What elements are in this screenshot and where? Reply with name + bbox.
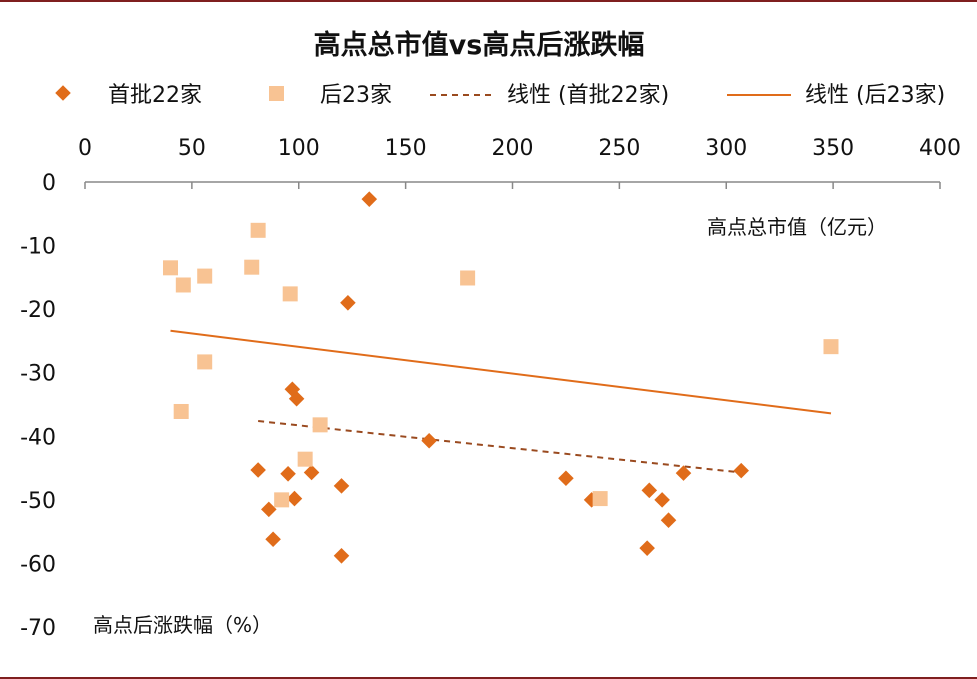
point-second-batch [274,492,290,508]
point-first-batch [421,432,437,449]
legend-item-trend-first: 线性 (首批22家) [430,83,669,108]
point-first-batch [333,478,350,494]
axes: 0 50 100 150 200 250 300 350 400 0 -10 -20 -30 -40 -50… [20,136,961,641]
point-first-batch [654,492,670,508]
legend-item-first-batch: 首批22家 [55,83,202,108]
legend-label-trend-second: 线性 (后23家) [805,83,945,108]
point-first-batch [641,482,658,499]
point-first-batch [303,464,320,481]
y-axis-title: 高点后涨跌幅（%） [93,613,272,637]
legend-label-trend-first: 线性 (首批22家) [507,83,669,108]
point-second-batch [197,354,213,370]
point-second-batch [312,417,328,433]
chart-title: 高点总市值vs高点后涨跌幅 [314,29,645,61]
data-points [163,191,839,564]
trendline-second-batch [170,329,832,415]
legend-item-trend-second: 线性 (后23家) [727,83,945,108]
x-tick-label: 100 [278,136,320,161]
point-first-batch [265,531,281,548]
x-tick-label: 350 [812,136,854,161]
x-tick-label: 150 [385,136,427,161]
legend-label-first-batch: 首批22家 [108,83,202,108]
legend-diamond-marker [55,85,71,101]
legend: 首批22家 后23家 线性 (首批22家) 线性 (后23家) [55,83,945,108]
point-first-batch [660,512,677,528]
y-tick-label: -70 [20,616,56,641]
trendlines [170,329,832,474]
bottom-border [0,677,977,679]
x-tick-label: 300 [705,136,747,161]
point-second-batch [250,222,266,238]
y-tick-label: -30 [20,362,56,387]
y-tick-label: -40 [20,425,56,450]
point-second-batch [163,260,178,276]
x-tick-label: 250 [598,136,640,161]
legend-square-marker [269,86,284,101]
x-axis-title: 高点总市值（亿元） [707,215,887,239]
point-first-batch [250,462,266,478]
point-first-batch [333,548,350,564]
point-first-batch [558,470,574,487]
point-second-batch [282,286,298,302]
point-second-batch [173,403,189,419]
x-tick-label: 400 [919,136,961,161]
top-border [0,0,977,2]
x-tick-label: 0 [78,136,92,161]
legend-label-second-batch: 后23家 [320,83,392,108]
point-first-batch [280,466,296,482]
point-second-batch [175,277,191,293]
point-second-batch [460,270,476,286]
point-first-batch [361,191,378,207]
x-tick-label: 200 [492,136,534,161]
legend-item-second-batch: 后23家 [269,83,392,108]
point-second-batch [197,268,213,284]
point-second-batch [592,491,608,507]
point-first-batch [733,462,749,479]
trendline-first-batch [258,420,742,474]
y-tick-label: 0 [42,171,56,196]
point-second-batch [823,339,839,355]
point-first-batch [340,295,356,311]
point-first-batch [639,540,655,556]
y-tick-label: -20 [20,298,56,323]
y-tick-label: -10 [20,235,56,260]
y-tick-label: -60 [20,552,56,577]
x-tick-label: 50 [178,136,206,161]
y-tick-label: -50 [20,489,56,514]
point-second-batch [297,451,313,467]
point-second-batch [244,259,260,275]
